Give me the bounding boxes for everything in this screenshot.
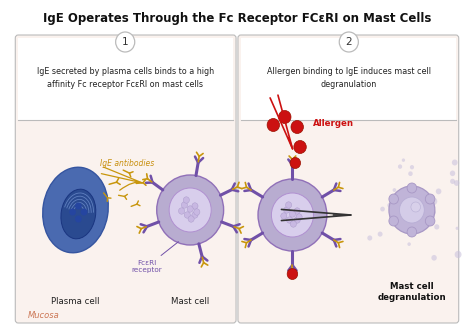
- Circle shape: [75, 215, 82, 222]
- Circle shape: [290, 221, 296, 227]
- Circle shape: [339, 32, 358, 52]
- Circle shape: [436, 188, 441, 194]
- Circle shape: [380, 207, 385, 212]
- Circle shape: [410, 165, 414, 169]
- Text: Mucosa: Mucosa: [27, 311, 59, 320]
- Circle shape: [398, 165, 402, 169]
- Circle shape: [286, 217, 292, 223]
- Circle shape: [194, 209, 200, 215]
- Text: IgE secreted by plasma cells binds to a high
affinity Fc receptor FcεRI on mast : IgE secreted by plasma cells binds to a …: [36, 67, 214, 89]
- Circle shape: [400, 201, 407, 208]
- Circle shape: [456, 227, 459, 230]
- Ellipse shape: [61, 189, 96, 239]
- Circle shape: [425, 194, 435, 204]
- FancyBboxPatch shape: [18, 38, 233, 120]
- Circle shape: [287, 268, 298, 279]
- Circle shape: [192, 212, 198, 218]
- Circle shape: [285, 202, 292, 208]
- Circle shape: [290, 158, 301, 168]
- Ellipse shape: [43, 167, 108, 253]
- Circle shape: [294, 208, 300, 214]
- Circle shape: [409, 224, 415, 231]
- Circle shape: [75, 203, 82, 210]
- Circle shape: [192, 203, 198, 209]
- Text: IgE Operates Through the Fc Receptor FCεRI on Mast Cells: IgE Operates Through the Fc Receptor FCε…: [43, 12, 431, 24]
- Circle shape: [367, 235, 372, 241]
- FancyBboxPatch shape: [15, 35, 236, 323]
- Text: Mast cell: Mast cell: [171, 298, 210, 307]
- Circle shape: [157, 175, 224, 245]
- Circle shape: [182, 202, 188, 208]
- Text: Allergen binding to IgE induces mast cell
degranulation: Allergen binding to IgE induces mast cel…: [267, 67, 431, 89]
- Circle shape: [406, 193, 413, 200]
- Circle shape: [454, 180, 459, 186]
- Circle shape: [69, 209, 76, 215]
- Circle shape: [378, 232, 383, 237]
- FancyBboxPatch shape: [241, 38, 456, 120]
- Circle shape: [402, 159, 405, 162]
- Text: 1: 1: [122, 37, 128, 47]
- Text: Plasma cell: Plasma cell: [51, 298, 100, 307]
- Circle shape: [455, 251, 462, 258]
- Circle shape: [184, 212, 191, 218]
- Circle shape: [434, 224, 439, 230]
- Circle shape: [408, 171, 413, 176]
- Circle shape: [390, 203, 396, 210]
- Circle shape: [389, 186, 435, 234]
- Circle shape: [283, 207, 290, 213]
- Circle shape: [279, 111, 291, 123]
- Circle shape: [391, 217, 395, 221]
- Text: FcεRI
receptor: FcεRI receptor: [132, 242, 178, 273]
- Circle shape: [392, 188, 396, 192]
- Text: Mast cell
degranulation: Mast cell degranulation: [378, 282, 446, 302]
- Circle shape: [400, 197, 424, 223]
- Circle shape: [267, 118, 280, 131]
- Circle shape: [407, 227, 417, 237]
- Circle shape: [430, 198, 438, 205]
- Circle shape: [450, 179, 455, 184]
- Text: IgE antibodies: IgE antibodies: [100, 159, 154, 167]
- Circle shape: [429, 209, 436, 216]
- Circle shape: [425, 216, 435, 226]
- Circle shape: [294, 217, 300, 223]
- FancyBboxPatch shape: [238, 35, 459, 323]
- Circle shape: [452, 160, 457, 166]
- Circle shape: [179, 208, 185, 214]
- Circle shape: [188, 216, 194, 222]
- Circle shape: [258, 179, 327, 251]
- Text: Allergen: Allergen: [313, 118, 355, 127]
- Circle shape: [272, 193, 313, 237]
- Circle shape: [387, 203, 392, 208]
- Circle shape: [81, 209, 87, 215]
- Circle shape: [296, 214, 302, 220]
- Circle shape: [294, 140, 306, 154]
- Circle shape: [389, 216, 399, 226]
- Text: 2: 2: [346, 37, 352, 47]
- Circle shape: [425, 194, 430, 200]
- Circle shape: [407, 242, 411, 246]
- Circle shape: [291, 120, 303, 133]
- Circle shape: [402, 221, 407, 226]
- Circle shape: [183, 197, 190, 203]
- Circle shape: [407, 183, 417, 193]
- Circle shape: [411, 202, 420, 212]
- Circle shape: [187, 206, 193, 212]
- Circle shape: [431, 255, 437, 260]
- Circle shape: [389, 194, 399, 204]
- Circle shape: [169, 188, 211, 232]
- Circle shape: [450, 170, 455, 176]
- Circle shape: [116, 32, 135, 52]
- Circle shape: [281, 213, 287, 219]
- Circle shape: [289, 211, 295, 217]
